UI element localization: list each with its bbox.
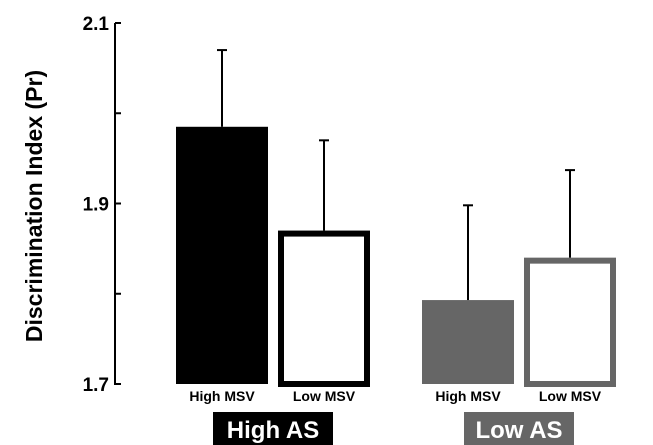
error-bars — [217, 50, 575, 300]
bars — [176, 127, 613, 384]
bar-low-as-low-msv — [527, 261, 613, 384]
category-label: Low MSV — [293, 388, 356, 404]
group-label: Low AS — [475, 417, 562, 444]
category-label: Low MSV — [539, 388, 602, 404]
bar-high-as-low-msv — [281, 234, 367, 384]
group-labels: High AS Low AS — [213, 412, 574, 445]
category-labels: High MSV Low MSV High MSV Low MSV — [189, 388, 601, 404]
y-tick-label: 2.1 — [83, 14, 110, 35]
y-axis-label: Discrimination Index (Pr) — [21, 70, 47, 342]
bar-low-as-high-msv — [422, 300, 514, 384]
y-tick-label: 1.7 — [83, 375, 109, 396]
group-label: High AS — [227, 417, 319, 444]
bar-high-as-high-msv — [176, 127, 268, 384]
y-tick-label: 1.9 — [83, 195, 109, 216]
category-label: High MSV — [189, 388, 255, 404]
category-label: High MSV — [435, 388, 501, 404]
